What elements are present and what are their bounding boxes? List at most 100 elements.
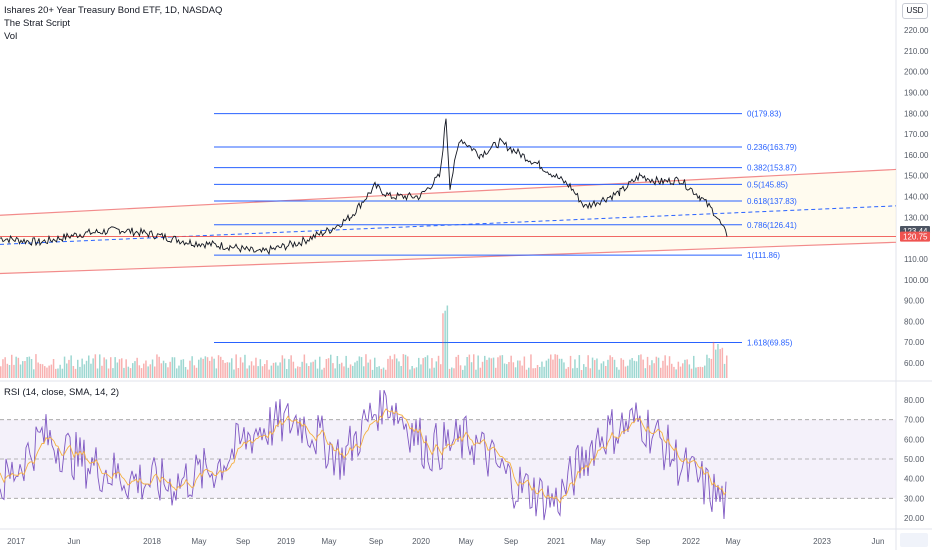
rsi-line[interactable]: [0, 390, 727, 521]
volume-bar: [143, 363, 145, 378]
volume-bar: [178, 365, 180, 378]
volume-bar: [457, 354, 460, 378]
volume-bar: [470, 362, 473, 378]
volume-bar: [532, 368, 534, 378]
volume-bar: [132, 363, 134, 378]
volume-bar: [151, 359, 154, 378]
volume-bar: [501, 355, 504, 378]
time-axis-tick: Sep: [236, 537, 251, 546]
price-axis-tick: 70.00: [904, 338, 925, 347]
volume-bar: [147, 366, 149, 378]
volume-bar: [356, 360, 358, 378]
rsi-axis-tick: 60.00: [904, 435, 925, 444]
price-axis-tick: 110.00: [904, 255, 928, 264]
volume-bar: [389, 355, 391, 378]
volume-bar: [589, 368, 592, 378]
time-axis-tick: May: [458, 537, 473, 546]
volume-bar: [275, 362, 277, 378]
rsi-legend[interactable]: RSI (14, close, SMA, 14, 2): [4, 387, 120, 398]
volume-bar: [611, 357, 614, 378]
volume-bar: [367, 362, 369, 378]
volume-bar: [206, 357, 209, 378]
volume-bar: [481, 361, 484, 378]
volume-bar: [187, 369, 189, 378]
volume-bar: [512, 362, 515, 378]
volume-bar: [631, 358, 633, 378]
price-series[interactable]: [0, 118, 728, 256]
volume-bar: [580, 370, 583, 378]
volume-bar: [70, 355, 72, 378]
volume-bar: [316, 368, 319, 378]
volume-bar: [90, 363, 92, 378]
volume-bar: [11, 354, 13, 378]
settings-corner[interactable]: [900, 533, 928, 547]
volume-bar: [541, 361, 543, 378]
volume-bar: [660, 367, 662, 378]
strat-script-label[interactable]: The Strat Script: [4, 18, 70, 29]
volume-bar: [583, 364, 585, 378]
volume-bar: [277, 365, 279, 378]
volume-label[interactable]: Vol: [4, 31, 18, 42]
volume-bar: [675, 369, 677, 378]
rsi-axis-tick: 50.00: [904, 455, 925, 464]
volume-bar: [244, 354, 246, 378]
volume-bar: [41, 364, 44, 378]
volume-bar: [602, 361, 605, 378]
volume-bar: [633, 360, 636, 378]
volume-bar: [453, 368, 455, 378]
channel-upper-line[interactable]: [0, 168, 897, 216]
volume-bar: [668, 356, 671, 378]
time-axis-tick: Sep: [636, 537, 651, 546]
volume-bar: [228, 362, 231, 378]
volume-bar: [574, 359, 576, 378]
volume-bar: [629, 359, 631, 378]
volume-bar: [506, 364, 508, 378]
volume-bar: [61, 368, 64, 378]
time-axis-tick: 2022: [682, 537, 700, 546]
volume-bar: [200, 357, 202, 378]
volume-bar: [605, 366, 607, 378]
volume-bar: [270, 365, 273, 378]
volume-bar: [231, 358, 233, 378]
rsi-ma-line[interactable]: [0, 408, 727, 504]
volume-bar: [305, 363, 308, 378]
rsi-axis-tick: 70.00: [904, 416, 925, 425]
currency-button[interactable]: USD: [902, 3, 928, 19]
volume-bar: [160, 363, 163, 378]
volume-bar: [569, 355, 572, 378]
price-axis-tick: 60.00: [904, 359, 925, 368]
volume-bar: [622, 359, 625, 378]
channel-lower-line[interactable]: [0, 241, 897, 275]
volume-bar: [343, 366, 345, 378]
price-axis-tick: 200.00: [904, 68, 929, 77]
volume-bar: [99, 354, 101, 378]
volume-bar: [26, 357, 28, 378]
volume-bar: [673, 366, 675, 378]
volume-bar: [327, 358, 330, 378]
volume-bar: [378, 366, 380, 378]
volume-bar: [690, 368, 693, 378]
volume-bar: [308, 366, 310, 378]
price-axis-tick: 210.00: [904, 47, 929, 56]
volume-bar: [0, 366, 2, 378]
volume-bar: [682, 363, 684, 378]
volume-bar: [468, 354, 471, 378]
volume-bar: [686, 359, 688, 378]
volume-bar: [323, 367, 325, 378]
volume-bar: [22, 361, 24, 378]
volume-bar: [149, 364, 152, 378]
time-axis-tick: Sep: [369, 537, 384, 546]
volume-bar: [30, 359, 33, 378]
volume-bar: [264, 364, 266, 378]
volume-bar: [514, 367, 517, 378]
volume-bar: [66, 363, 68, 378]
symbol-title[interactable]: Ishares 20+ Year Treasury Bond ETF, 1D, …: [4, 5, 223, 16]
volume-bar: [171, 357, 174, 378]
volume-bar: [352, 365, 354, 378]
volume-bar: [539, 367, 541, 378]
volume-bar: [695, 367, 697, 378]
volume-bar: [598, 369, 600, 378]
volume-bar: [88, 355, 90, 378]
